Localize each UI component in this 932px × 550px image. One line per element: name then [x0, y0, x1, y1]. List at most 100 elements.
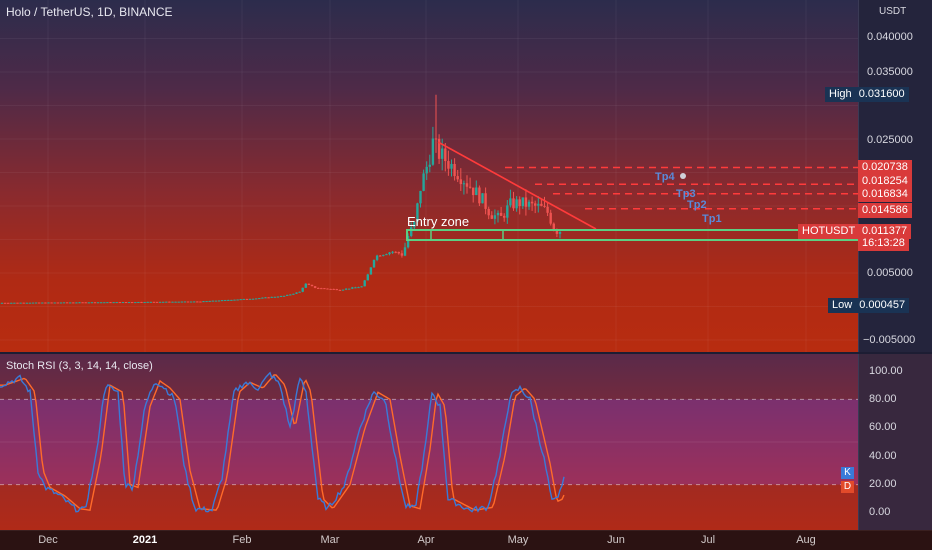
- candle-body: [227, 299, 230, 301]
- candle-body: [360, 286, 363, 288]
- candle-body: [72, 302, 75, 304]
- candle-body: [38, 302, 41, 304]
- time-tick: Aug: [796, 534, 816, 546]
- entry-zone-box: [406, 229, 858, 241]
- level-tag-tp1: 0.014586: [858, 203, 912, 218]
- candle-body: [264, 297, 267, 299]
- candle-body: [456, 176, 459, 180]
- candle-body: [490, 215, 493, 219]
- candle-body: [96, 302, 100, 304]
- candle-body: [3, 302, 7, 304]
- candle-body: [304, 283, 307, 288]
- descending-trendline: [437, 141, 597, 230]
- candle-body: [332, 288, 335, 290]
- candle-body: [462, 183, 466, 185]
- candle-body: [7, 302, 10, 304]
- candle-body: [530, 201, 534, 204]
- time-tick: Apr: [417, 534, 435, 546]
- candle-body: [292, 293, 295, 295]
- candle-body: [19, 302, 22, 304]
- time-tick: Jul: [700, 534, 716, 546]
- price-tick: 0.040000: [867, 31, 913, 43]
- candle-body: [555, 230, 559, 234]
- candle-body: [286, 294, 289, 296]
- candle-body: [428, 164, 431, 167]
- candle-body: [202, 301, 205, 303]
- entry-zone-label: Entry zone: [407, 214, 469, 229]
- candle-body: [103, 302, 106, 304]
- stoch-rsi-pane[interactable]: [0, 354, 858, 530]
- candle-body: [351, 287, 354, 289]
- candle-body: [90, 302, 94, 304]
- stoch-rsi-chart[interactable]: [0, 354, 858, 530]
- candle-body: [410, 227, 413, 236]
- candle-body: [512, 198, 515, 209]
- candle-body: [242, 298, 245, 300]
- candle-body: [44, 302, 47, 304]
- candle-body: [199, 301, 202, 303]
- candle-body: [93, 302, 97, 304]
- candle-body: [143, 302, 146, 304]
- candle-body: [152, 301, 156, 303]
- pane-divider[interactable]: [0, 352, 932, 354]
- candle-body: [475, 187, 478, 196]
- candle-body: [84, 302, 87, 304]
- candle-body: [341, 289, 345, 291]
- candle-body: [258, 298, 261, 300]
- candle-body: [534, 203, 537, 206]
- candle-body: [503, 215, 506, 218]
- candle-body: [162, 301, 165, 303]
- candle-body: [31, 302, 35, 304]
- candle-body: [149, 301, 152, 303]
- candle-body: [251, 298, 255, 300]
- candle-body: [87, 302, 90, 304]
- candle-body: [109, 302, 112, 304]
- candle-body: [403, 247, 407, 256]
- candle-body: [385, 254, 388, 256]
- candle-body: [441, 148, 444, 159]
- time-tick: Dec: [38, 534, 58, 546]
- candle-body: [537, 203, 540, 206]
- price-chart-pane[interactable]: Entry zone Tp1 Tp2 Tp3 Tp4: [0, 0, 858, 352]
- candle-body: [301, 287, 304, 292]
- symbol-title[interactable]: Holo / TetherUS, 1D, BINANCE: [6, 5, 173, 19]
- candle-body: [81, 302, 84, 304]
- candle-body: [465, 183, 469, 187]
- time-axis[interactable]: Dec 2021 Feb Mar Apr May Jun Jul Aug: [0, 530, 932, 550]
- candle-body: [431, 138, 435, 165]
- candle-body: [317, 287, 320, 289]
- candle-body: [155, 301, 159, 303]
- candle-body: [41, 302, 44, 304]
- candle-body: [171, 301, 174, 303]
- candle-body: [220, 300, 224, 302]
- candle-body: [131, 302, 134, 304]
- countdown-tag: 16:13:28: [858, 236, 909, 251]
- rsi-tick: 100.00: [869, 365, 903, 377]
- symbol-tag: HOTUSDT: [798, 224, 860, 239]
- price-tick: −0.005000: [863, 334, 916, 346]
- candle-body: [158, 301, 162, 303]
- candle-body: [400, 253, 404, 256]
- candle-body: [521, 197, 524, 207]
- high-value: 0.031600: [858, 88, 905, 100]
- candle-body: [140, 301, 143, 303]
- time-tick: May: [507, 534, 529, 546]
- candle-body: [62, 302, 66, 304]
- candle-body: [506, 205, 509, 218]
- candle-body: [499, 212, 503, 216]
- candle-body: [422, 173, 425, 191]
- indicator-title[interactable]: Stoch RSI (3, 3, 14, 14, close): [6, 360, 153, 372]
- candle-body: [248, 298, 252, 300]
- candle-body: [174, 301, 177, 303]
- low-value: 0.000457: [859, 299, 906, 311]
- level-tag-tp4: 0.020738: [858, 160, 912, 175]
- candle-body: [493, 215, 497, 219]
- candle-body: [320, 288, 323, 290]
- candle-body: [183, 301, 187, 303]
- candle-body: [310, 284, 314, 287]
- low-price-tag: Low 0.000457: [828, 298, 910, 313]
- rsi-tick: 80.00: [869, 393, 897, 405]
- stoch-rsi-axis[interactable]: 100.00 80.00 60.00 40.00 20.00 0.00: [858, 354, 932, 530]
